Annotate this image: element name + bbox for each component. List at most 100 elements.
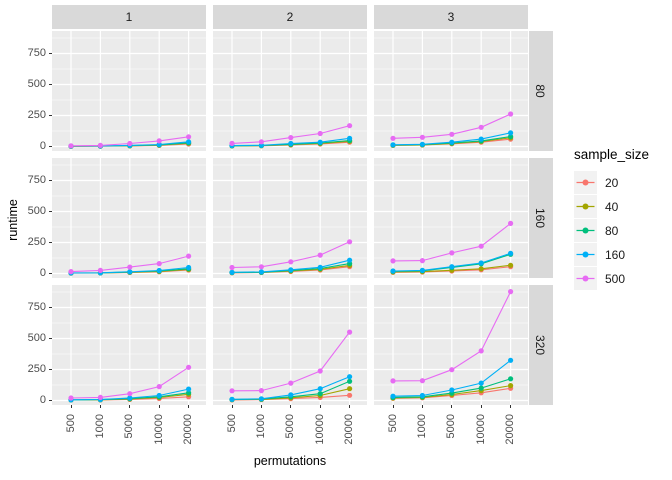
data-point (419, 258, 425, 264)
data-point (317, 386, 323, 392)
legend-entry-160: 160 (574, 243, 649, 266)
y-tick-label: 0 (39, 140, 46, 152)
facet-panel-row160-col2 (213, 158, 367, 278)
data-point (288, 259, 294, 265)
data-point (186, 139, 192, 145)
data-point (288, 380, 294, 386)
data-point (347, 378, 353, 384)
y-tick-mark (49, 369, 52, 370)
facet-panel-row80-col3 (374, 31, 528, 151)
data-point (229, 388, 235, 394)
data-point (478, 385, 484, 391)
data-point (508, 376, 514, 382)
y-tick-label: 250 (27, 109, 46, 121)
data-point (449, 367, 455, 373)
y-tick-label: 750 (27, 174, 46, 186)
x-tick-label-text: 1000 (93, 414, 106, 439)
data-point (288, 267, 294, 273)
y-tick-mark (49, 273, 52, 274)
data-point (317, 130, 323, 137)
x-tick-mark (421, 405, 423, 408)
x-tick-label-text: 5000 (284, 414, 297, 439)
data-point (449, 139, 455, 145)
data-point (288, 135, 294, 141)
data-point (390, 135, 396, 141)
facet-panel-row320-col2 (213, 285, 367, 405)
data-point (68, 143, 74, 149)
data-point (347, 123, 353, 129)
legend-entry-label: 160 (605, 247, 626, 262)
data-point (317, 264, 323, 270)
data-point (186, 134, 192, 140)
legend-key-swatch (574, 267, 597, 290)
x-tick-label-text: 500 (64, 414, 77, 433)
data-point (419, 141, 425, 147)
x-tick-label-text: 10000 (474, 414, 487, 445)
x-tick-label-text: 5000 (445, 414, 458, 439)
data-point (68, 395, 74, 401)
facet-panel-row160-col1 (52, 158, 206, 278)
facet-strip-row-label: 80 (533, 84, 547, 98)
data-point (288, 140, 294, 147)
legend-key-swatch (574, 243, 597, 266)
facet-strip-row-label: 160 (533, 207, 547, 229)
x-tick-mark (188, 405, 190, 408)
data-point (127, 264, 133, 270)
data-point (288, 392, 294, 398)
x-tick-label-text: 10000 (313, 414, 326, 445)
data-point (508, 134, 514, 140)
y-tick-mark (49, 211, 52, 212)
data-point (449, 387, 455, 393)
data-point (508, 262, 514, 268)
data-point (229, 140, 235, 146)
y-tick-label: 500 (27, 332, 46, 344)
data-point (347, 386, 353, 392)
y-tick-label: 500 (27, 205, 46, 217)
data-point (419, 378, 425, 384)
y-tick-label: 0 (39, 267, 46, 279)
x-tick-mark (99, 405, 101, 408)
legend-entry-label: 40 (605, 199, 619, 214)
data-point (347, 135, 353, 141)
facet-strip-col-1: 1 (52, 5, 206, 29)
y-tick-mark (49, 180, 52, 181)
y-tick-label: 500 (27, 78, 46, 90)
data-point (156, 384, 162, 390)
data-point (97, 394, 103, 400)
data-point (317, 368, 323, 374)
data-point (258, 388, 264, 394)
legend-title: sample_size (574, 147, 650, 162)
data-point (347, 374, 353, 380)
data-point (508, 111, 514, 117)
facet-panel-row80-col1 (52, 31, 206, 151)
data-point (258, 396, 264, 402)
data-point (317, 252, 323, 258)
legend-key-swatch (574, 195, 597, 218)
data-point (390, 378, 396, 384)
data-point (508, 220, 514, 226)
data-point (97, 142, 103, 148)
y-tick-mark (49, 242, 52, 243)
y-tick-label: 0 (39, 394, 46, 406)
data-point (390, 142, 396, 148)
facet-strip-row-label: 320 (533, 334, 547, 356)
data-point (97, 267, 103, 273)
x-tick-label-text: 20000 (182, 414, 195, 445)
data-point (156, 141, 162, 148)
legend-entry-80: 80 (574, 219, 649, 242)
data-point (229, 264, 235, 271)
x-tick-label-text: 500 (386, 414, 399, 433)
data-point (317, 391, 323, 397)
data-point (258, 269, 264, 275)
data-point (508, 130, 514, 136)
data-point (478, 348, 484, 354)
data-point (478, 380, 484, 386)
y-tick-label: 250 (27, 236, 46, 248)
facet-strip-row-320: 320 (529, 285, 553, 405)
x-tick-mark (349, 405, 351, 408)
data-point (229, 396, 235, 402)
x-tick-label-text: 20000 (504, 414, 517, 445)
x-tick-label-text: 1000 (415, 414, 428, 439)
data-point (449, 250, 455, 256)
facet-strip-row-160: 160 (529, 158, 553, 278)
